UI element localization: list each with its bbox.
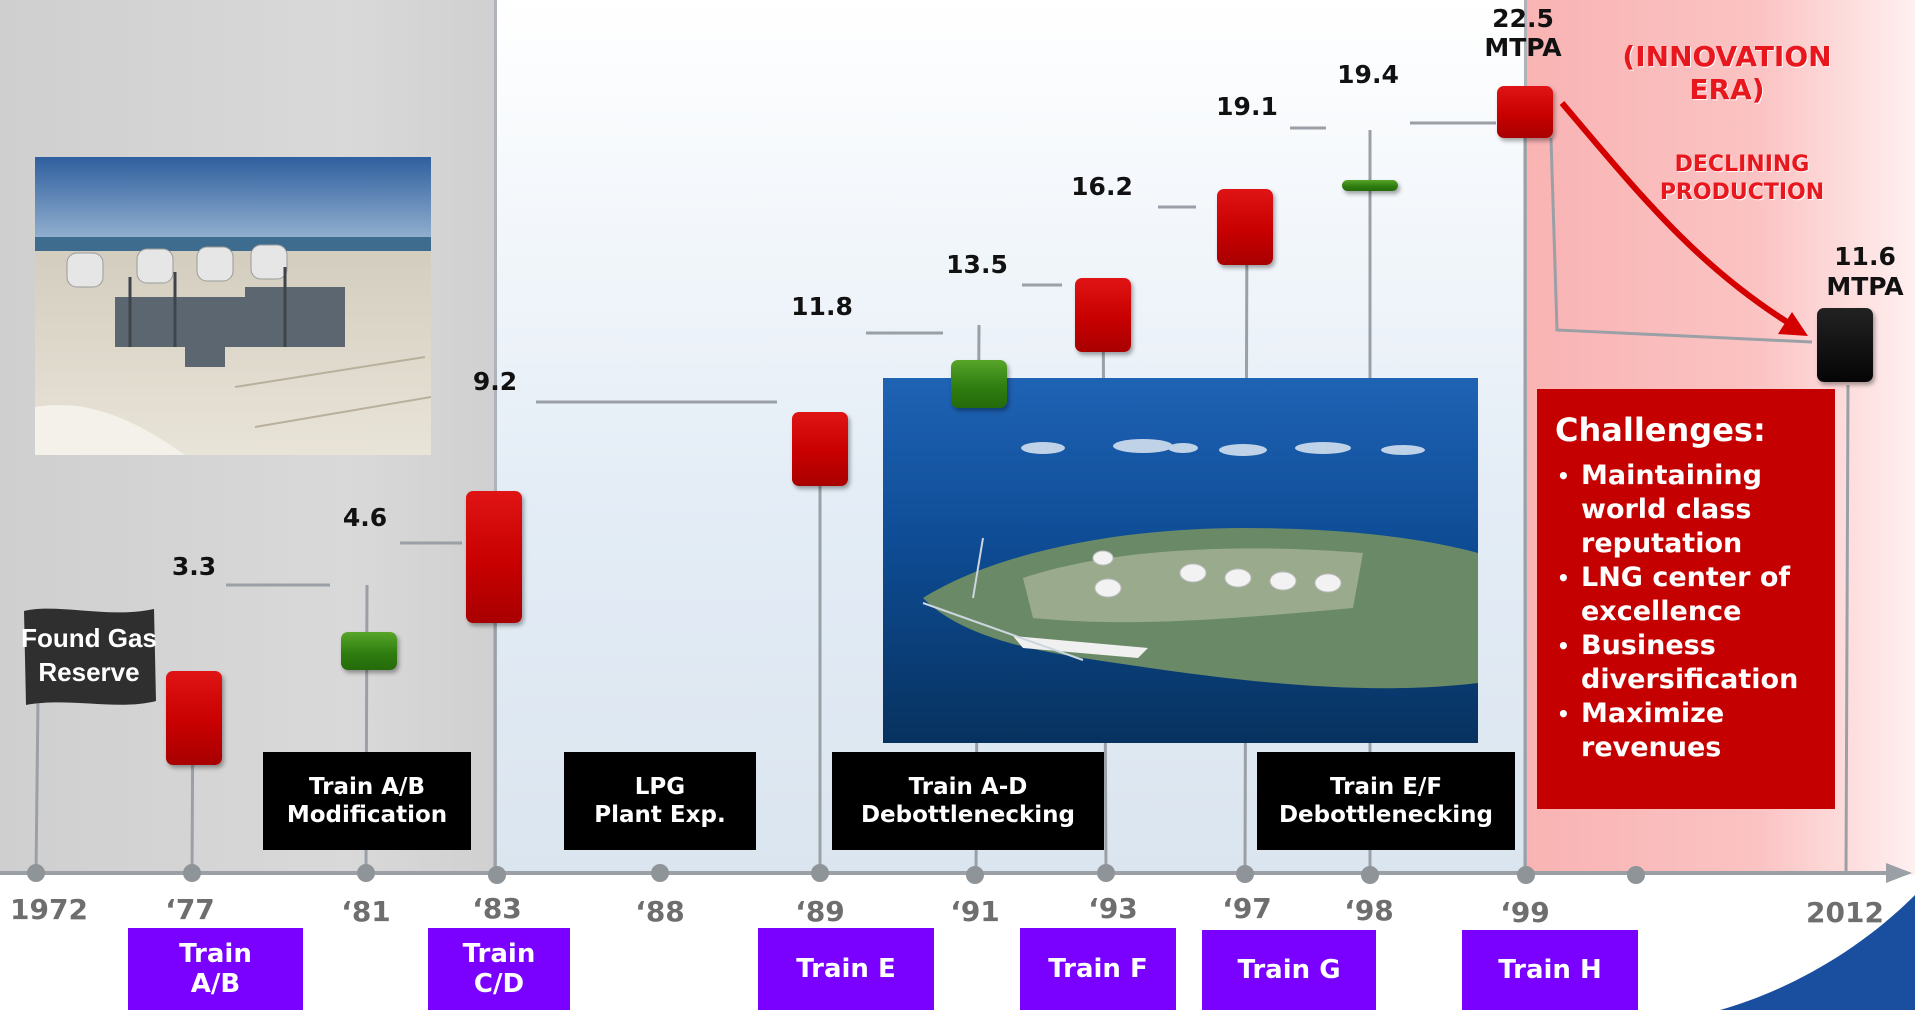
train-label-e: Train E (758, 928, 934, 1010)
stem-1972 (34, 699, 40, 874)
year-label-97: ‘97 (1222, 892, 1272, 925)
year-label-89: ‘89 (795, 895, 845, 928)
year-label-88: ‘88 (635, 895, 685, 928)
challenges-list: Maintaining world class reputation LNG c… (1555, 459, 1817, 765)
bar-91 (951, 360, 1007, 409)
stem-2012 (1844, 384, 1850, 874)
event-train-ad-debottlenecking: Train A-D Debottlenecking (832, 752, 1104, 850)
year-label-1972: 1972 (10, 893, 88, 926)
lng-plant-photo (35, 157, 432, 455)
timeline-arrow-head (1886, 863, 1912, 883)
year-label-2012: 2012 (1806, 896, 1884, 929)
year-label-81: ‘81 (341, 895, 391, 928)
event-train-ef-debottlenecking: Train E/F Debottlenecking (1257, 752, 1515, 850)
declining-production-label: DECLINING PRODUCTION (1659, 152, 1825, 205)
value-label-77: 3.3 (171, 552, 217, 581)
year-label-93: ‘93 (1088, 892, 1138, 925)
bar-93 (1075, 277, 1131, 352)
bar-77 (166, 671, 222, 766)
value-label-97: 19.1 (1216, 92, 1278, 121)
bar-89 (792, 412, 848, 487)
value-label-83: 9.2 (472, 367, 518, 396)
bar-81 (341, 631, 397, 670)
declining-arrow-head (1778, 312, 1808, 336)
challenge-item: LNG center of excellence (1555, 561, 1817, 629)
event-train-ab-modification: Train A/B Modification (263, 752, 471, 850)
challenges-box: Challenges: Maintaining world class repu… (1537, 389, 1835, 809)
bar-97 (1217, 189, 1273, 266)
bar-99 (1497, 85, 1553, 138)
year-label-77: ‘77 (165, 893, 215, 926)
timeline-dots (27, 864, 1645, 884)
train-label-h: Train H (1462, 930, 1638, 1010)
found-gas-reserve-label: Found Gas Reserve (21, 623, 157, 687)
train-label-g: Train G (1202, 930, 1376, 1010)
value-label-81: 4.6 (342, 503, 388, 532)
corner-wedge-graphic (1720, 895, 1915, 1010)
year-label-91: ‘91 (950, 895, 1000, 928)
value-label-89: 11.8 (791, 292, 853, 321)
value-label-93: 16.2 (1071, 172, 1133, 201)
innovation-era-label: (INNOVATION ERA) (1622, 40, 1832, 106)
challenge-item: Maintaining world class reputation (1555, 459, 1817, 561)
bar-83 (466, 491, 522, 624)
value-label-98: 19.4 (1337, 60, 1399, 89)
challenge-item: Maximize revenues (1555, 697, 1817, 765)
train-label-ab: Train A/B (128, 928, 303, 1010)
value-label-2012: 11.6 MTPA (1826, 242, 1904, 301)
era-divider-1983 (494, 0, 497, 878)
train-label-cd: Train C/D (428, 928, 570, 1010)
connector-99-2012 (1549, 137, 1813, 344)
bar-98 (1342, 180, 1398, 192)
year-label-99: ‘99 (1500, 896, 1550, 929)
year-label-83: ‘83 (472, 892, 522, 925)
found-gas-reserve-flag: Found Gas Reserve (18, 605, 160, 715)
challenges-title: Challenges: (1555, 411, 1766, 449)
value-label-99: 22.5 MTPA (1484, 4, 1562, 62)
challenge-item: Business diversification (1555, 629, 1817, 697)
year-label-98: ‘98 (1344, 894, 1394, 927)
aerial-plant-photo (883, 378, 1478, 743)
bar-2012 (1817, 308, 1873, 382)
declining-arrow-line (1559, 101, 1802, 333)
event-lpg-plant-exp: LPG Plant Exp. (564, 752, 756, 850)
value-label-91: 13.5 (946, 250, 1008, 279)
train-label-f: Train F (1020, 928, 1176, 1010)
